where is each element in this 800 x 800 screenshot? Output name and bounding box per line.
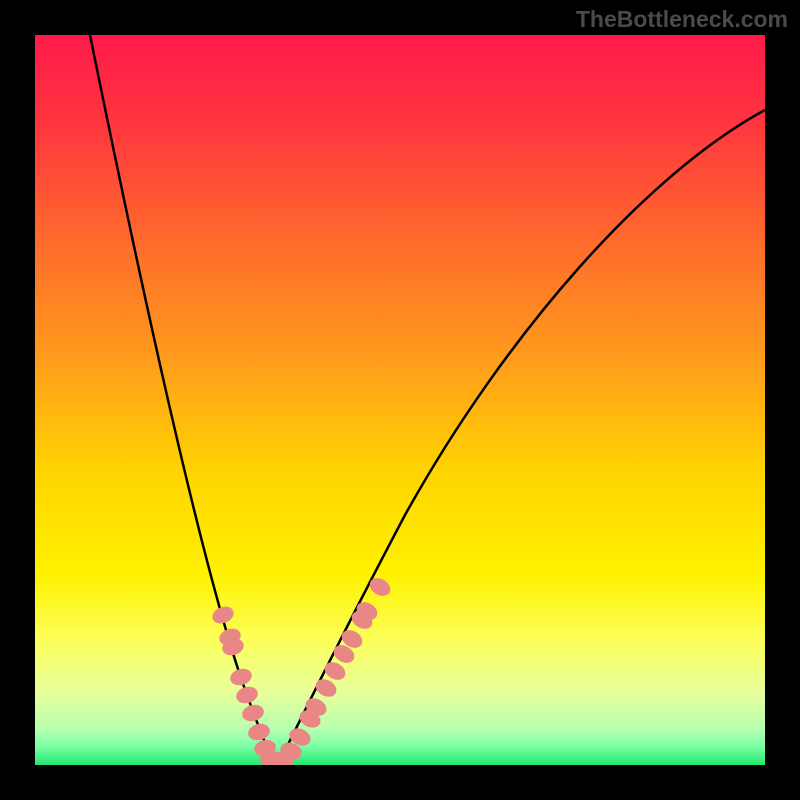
plot-area xyxy=(35,35,765,765)
chart-container: TheBottleneck.com xyxy=(0,0,800,800)
curve-svg xyxy=(35,35,765,765)
watermark-text: TheBottleneck.com xyxy=(576,6,788,33)
gradient-background xyxy=(35,35,765,765)
